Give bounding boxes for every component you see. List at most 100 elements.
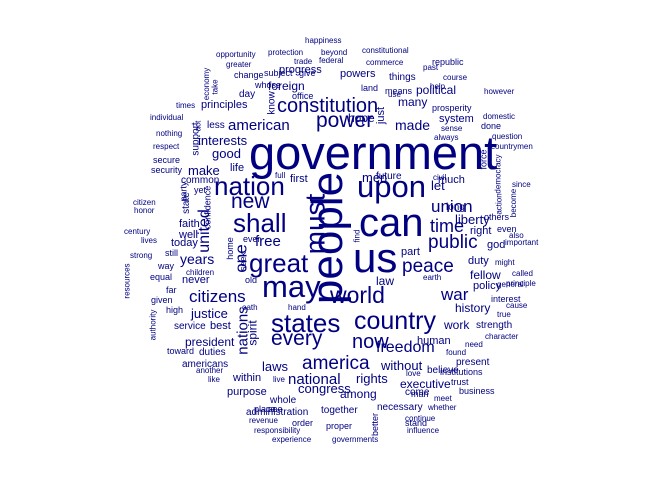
word: beyond <box>321 48 348 57</box>
word: country <box>354 307 436 335</box>
word: seek <box>238 251 249 272</box>
word: lives <box>141 236 158 245</box>
word: good <box>212 146 241 161</box>
word: liberty <box>455 212 490 227</box>
word: countrymen <box>491 142 533 151</box>
word: union <box>431 197 473 216</box>
word: political <box>416 83 457 97</box>
word: best <box>210 320 231 332</box>
word: commerce <box>366 58 404 67</box>
word: many <box>398 95 428 109</box>
word: present <box>456 357 490 368</box>
word: states <box>271 308 341 338</box>
word: party <box>178 181 189 202</box>
word: national <box>288 371 341 388</box>
word: never <box>182 274 210 286</box>
word: today <box>171 237 198 249</box>
word: war <box>441 285 469 304</box>
word: made <box>395 117 431 133</box>
word: fellow <box>470 268 501 282</box>
word: make <box>188 163 220 178</box>
word: hope <box>348 111 375 125</box>
word: oath <box>242 303 258 312</box>
word: must <box>299 193 331 255</box>
word: republic <box>432 57 464 67</box>
word: true <box>497 310 511 319</box>
word: always <box>434 133 459 142</box>
word: experience <box>272 435 312 444</box>
word: domestic <box>483 112 516 121</box>
word: strong <box>130 251 153 260</box>
word: executive <box>400 377 451 391</box>
word: purpose <box>227 386 267 398</box>
word: constitution <box>277 95 379 117</box>
word: history <box>455 301 491 315</box>
word: since <box>512 180 531 189</box>
word: power <box>316 109 374 132</box>
word: course <box>443 73 468 82</box>
word: among <box>340 387 377 401</box>
word: protection <box>268 48 304 57</box>
word: democracy <box>493 154 503 194</box>
word: duties <box>199 347 226 358</box>
word: man <box>411 389 429 399</box>
word: foreign <box>268 79 305 93</box>
word: principles <box>201 99 248 111</box>
word: influence <box>407 426 440 435</box>
word: economy <box>202 67 212 101</box>
word: business <box>459 386 495 396</box>
word: character <box>485 332 519 341</box>
word: far <box>166 285 177 295</box>
word: first <box>290 173 308 185</box>
word: human <box>417 335 451 347</box>
word: can <box>359 201 424 245</box>
word: order <box>292 418 314 428</box>
word: world <box>330 282 385 308</box>
word: respect <box>153 142 180 151</box>
word: another <box>196 366 224 375</box>
word: god <box>487 239 506 251</box>
word: just <box>375 106 388 125</box>
word: powers <box>340 68 376 80</box>
word: nation <box>214 171 285 201</box>
word: interest <box>491 294 521 304</box>
word: hand <box>288 303 306 312</box>
word: necessary <box>377 402 423 413</box>
word: action <box>494 193 504 215</box>
word: believe <box>427 365 459 376</box>
word: however <box>484 87 515 96</box>
word: men <box>362 170 388 185</box>
word: less <box>207 120 225 131</box>
word: general <box>497 280 524 289</box>
word: important <box>505 238 539 247</box>
word: american <box>228 117 290 134</box>
word: children <box>186 268 215 277</box>
word: subject <box>264 68 293 78</box>
word: still <box>165 248 178 258</box>
word: century <box>124 227 151 236</box>
word: long <box>446 202 465 213</box>
word: constitutional <box>362 46 409 55</box>
word: great <box>249 248 309 278</box>
word: become <box>509 188 519 218</box>
word: whole <box>270 395 297 406</box>
word: opportunity <box>216 50 256 59</box>
word: federal <box>319 56 344 65</box>
word: authority <box>148 309 158 341</box>
word: nothing <box>156 129 183 138</box>
word: need <box>465 340 483 349</box>
word: yet <box>194 185 207 195</box>
word: upon <box>357 169 426 204</box>
word: laws <box>262 359 289 374</box>
word: like <box>208 375 221 384</box>
word: question <box>492 132 523 141</box>
word: resources <box>122 263 132 299</box>
word: work <box>444 318 470 332</box>
word: called <box>512 269 533 278</box>
word: within <box>233 372 262 384</box>
word: may <box>262 269 321 304</box>
word: without <box>381 358 423 373</box>
word: whose <box>255 80 282 90</box>
word: part <box>401 246 420 258</box>
word: policy <box>473 280 502 292</box>
